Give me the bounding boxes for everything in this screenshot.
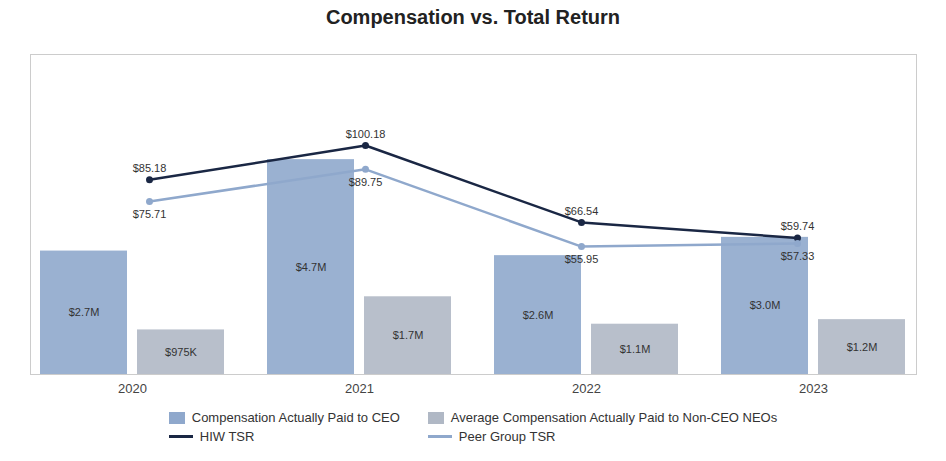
html-text:Compensation Actually Paid to: Compensation Actually Paid to CEO xyxy=(191,410,400,425)
svg-text:2022: 2022 xyxy=(572,381,601,396)
html-text:Peer Group TSR: Peer Group TSR xyxy=(458,429,556,444)
svg-text:$2.6M: $2.6M xyxy=(523,309,554,321)
svg-text:$55.95: $55.95 xyxy=(565,253,599,265)
svg-text:$100.18: $100.18 xyxy=(346,128,386,140)
svg-text:$57.33: $57.33 xyxy=(781,250,815,262)
svg-text:$2.7M: $2.7M xyxy=(69,306,100,318)
svg-text:$1.1M: $1.1M xyxy=(620,343,651,355)
svg-text:2020: 2020 xyxy=(118,381,147,396)
svg-text:2021: 2021 xyxy=(345,381,374,396)
svg-text:$66.54: $66.54 xyxy=(565,205,599,217)
svg-text:2023: 2023 xyxy=(799,381,828,396)
svg-text:$89.75: $89.75 xyxy=(349,176,383,188)
html-text:Compensation vs. Total Return: Compensation vs. Total Return xyxy=(325,6,620,28)
svg-text:$75.71: $75.71 xyxy=(133,208,167,220)
svg-text:$1.2M: $1.2M xyxy=(847,341,878,353)
html-text:Average Compensation Actually: Average Compensation Actually Paid to No… xyxy=(450,410,778,425)
html-text:HIW TSR: HIW TSR xyxy=(199,429,255,444)
svg-text:$975K: $975K xyxy=(165,346,197,358)
svg-text:$85.18: $85.18 xyxy=(133,162,167,174)
svg-text:$59.74: $59.74 xyxy=(781,220,815,232)
svg-text:$1.7M: $1.7M xyxy=(393,329,424,341)
svg-text:$3.0M: $3.0M xyxy=(750,299,781,311)
svg-text:$4.7M: $4.7M xyxy=(296,261,327,273)
